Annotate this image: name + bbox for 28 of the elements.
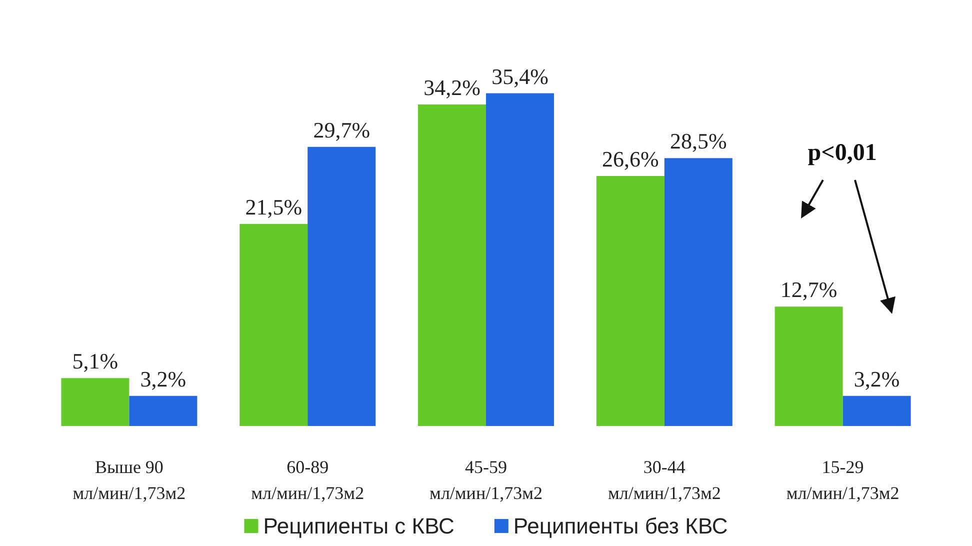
data-label: 3,2% (854, 366, 900, 392)
x-tick-label: 45-59 мл/мин/1,73м2 (430, 457, 542, 503)
data-label: 12,7% (780, 277, 838, 302)
bar (129, 396, 198, 426)
x-tick-label: 15-29 мл/мин/1,73м2 (786, 457, 900, 503)
data-label: 35,4% (492, 64, 548, 89)
bar (308, 146, 376, 426)
bar (664, 158, 732, 426)
x-tick-label: 30-44 мл/мин/1,73м2 (608, 457, 721, 503)
bar (418, 104, 486, 426)
bar (61, 378, 130, 426)
data-label: 29,7% (313, 117, 370, 142)
data-label: 28,5% (670, 128, 727, 154)
bar (842, 396, 911, 426)
x-tick-label: 60-89 мл/мин/1,73м2 (251, 457, 364, 503)
data-label: 21,5% (245, 194, 302, 220)
x-tick-label: Выше 90 мл/мин/1,73м2 (72, 457, 186, 503)
bar (486, 93, 554, 426)
data-label: 34,2% (424, 75, 480, 100)
data-label: 26,6% (602, 146, 659, 172)
annotation: p<0,01 (808, 140, 877, 167)
bar (774, 306, 843, 426)
legend-label: Реципиенты без КВС (513, 514, 728, 538)
data-label: 5,1% (72, 348, 118, 374)
data-label: 3,2% (140, 366, 186, 392)
bar (596, 176, 664, 426)
legend-label: Реципиенты с КВС (263, 514, 455, 538)
bar (240, 224, 308, 426)
